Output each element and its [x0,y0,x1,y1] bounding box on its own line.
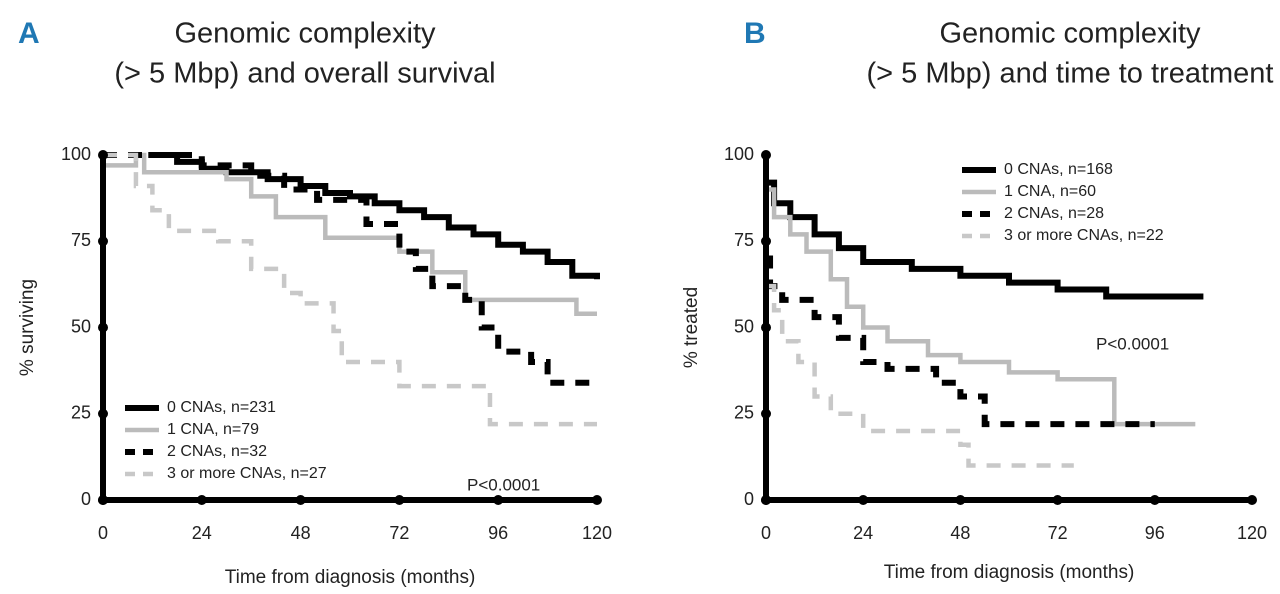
y-axis-label: % surviving [17,279,38,376]
y-tick [761,236,771,247]
panel-letter: A [18,17,40,50]
x-tick [295,495,306,505]
x-tick-label: 0 [98,523,108,543]
y-tick-label: 100 [61,144,91,164]
y-axis-label: % treated [681,287,702,368]
x-tick-label: 48 [291,523,311,543]
legend-label: 1 CNA, n=60 [1004,183,1096,200]
chart-title: Genomic complexity [939,18,1201,50]
series-line [766,255,1155,428]
y-tick-label: 25 [71,403,91,423]
x-tick-label: 96 [1145,523,1165,543]
y-tick-label: 50 [71,316,91,336]
y-tick [98,236,108,247]
y-tick-label: 75 [734,230,754,250]
y-tick [98,150,108,160]
legend-label: 2 CNAs, n=32 [167,443,267,460]
x-tick [592,495,602,505]
x-tick [1149,495,1160,505]
x-tick-label: 24 [192,523,212,543]
x-tick [98,495,108,505]
chart-title: Genomic complexity [174,18,436,50]
x-tick-label: 120 [1237,523,1267,543]
x-tick-label: 96 [488,523,508,543]
series-line [103,152,597,316]
y-tick [761,322,771,333]
x-tick [196,495,207,505]
x-tick-label: 24 [853,523,873,543]
legend-label: 2 CNAs, n=28 [1004,205,1104,222]
x-tick [1052,495,1063,505]
x-tick-label: 72 [1048,523,1068,543]
x-tick [858,495,869,505]
y-tick-label: 75 [71,230,91,250]
x-tick-label: 48 [950,523,970,543]
chart-title: (> 5 Mbp) and overall survival [114,58,495,90]
series-line [103,152,597,427]
x-axis-label: Time from diagnosis (months) [225,567,476,588]
x-tick [955,495,966,505]
annotation: P<0.0001 [1096,334,1169,353]
chart-title: (> 5 Mbp) and time to treatment [867,58,1274,90]
y-tick [98,408,108,419]
x-tick-label: 72 [389,523,409,543]
legend-label: 3 or more CNAs, n=22 [1004,227,1164,244]
series-line [103,152,597,386]
y-tick-label: 25 [734,403,754,423]
y-tick [98,322,108,333]
y-tick-label: 50 [734,316,754,336]
y-tick [761,408,771,419]
legend-label: 0 CNAs, n=231 [167,399,276,416]
y-tick-label: 0 [81,489,91,509]
series-line [766,179,1204,300]
x-tick [394,495,405,505]
x-tick [761,495,771,505]
legend-label: 3 or more CNAs, n=27 [167,465,327,482]
annotation: P<0.0001 [467,475,540,494]
y-tick-label: 100 [724,144,754,164]
y-tick [761,150,771,160]
x-tick [493,495,504,505]
panel-letter: B [744,17,766,50]
y-tick-label: 0 [744,489,754,509]
x-tick-label: 0 [761,523,771,543]
series-line [766,283,1074,468]
x-tick-label: 120 [582,523,612,543]
series-line [766,187,1196,427]
legend-label: 1 CNA, n=79 [167,421,259,438]
x-axis-label: Time from diagnosis (months) [884,562,1135,583]
legend-label: 0 CNAs, n=168 [1004,161,1113,178]
x-tick [1247,495,1257,505]
